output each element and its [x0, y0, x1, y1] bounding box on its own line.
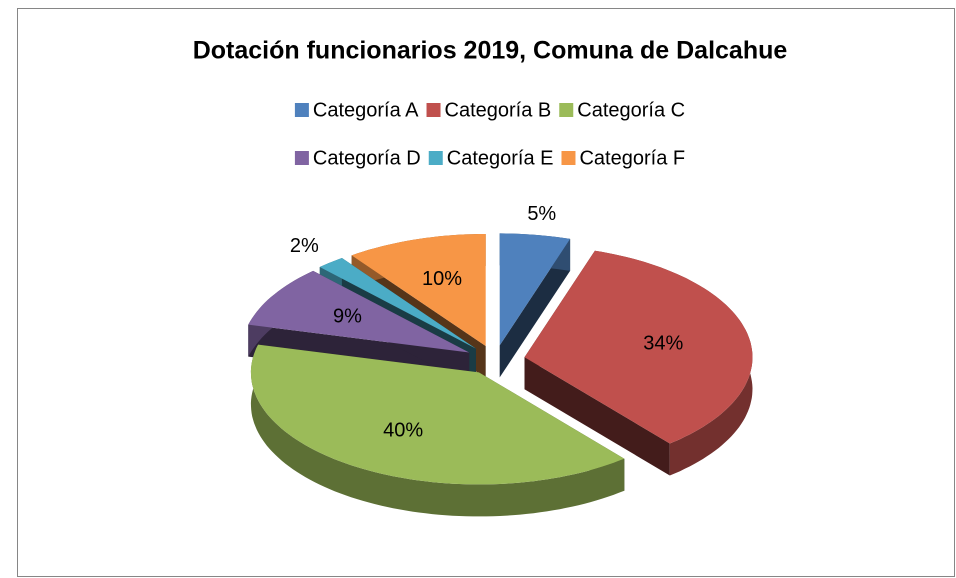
legend-label: Categoría B [445, 99, 552, 121]
legend-item: Categoría E [428, 147, 554, 169]
slice-top [319, 258, 476, 349]
legend-item: Categoría F [561, 147, 685, 169]
slice-top [248, 270, 470, 353]
legend-swatch [426, 103, 441, 117]
legend-swatch [294, 103, 309, 117]
legend-label: Categoría A [313, 99, 419, 121]
legend-label: Categoría C [577, 99, 685, 121]
legend-swatch [561, 151, 576, 165]
legend-item: Categoría A [294, 99, 419, 121]
legend-label: Categoría F [579, 147, 685, 169]
pie-slice [499, 233, 571, 378]
legend-item: Categoría C [559, 99, 685, 121]
data-label: 40% [383, 419, 423, 441]
pie-slice [524, 250, 753, 476]
pie: 5% 34% 40% 9% 2% 10% [248, 203, 753, 517]
legend-label: Categoría E [447, 147, 554, 169]
legend-swatch [428, 151, 443, 165]
slice-wall [524, 357, 670, 476]
data-label: 34% [643, 333, 683, 355]
slice-rim [250, 344, 625, 517]
slice-top [351, 234, 486, 346]
legend-swatch [294, 151, 309, 165]
data-label: 5% [527, 203, 556, 225]
data-label: 2% [290, 235, 319, 257]
legend-item: Categoría B [426, 99, 552, 121]
legend-label: Categoría D [313, 147, 421, 169]
pie-slice [250, 344, 625, 517]
legend-swatch [559, 103, 574, 117]
data-label: 10% [422, 268, 462, 290]
chart-title: Dotación funcionarios 2019, Comuna de Da… [193, 37, 788, 65]
legend-item: Categoría D [294, 147, 421, 169]
legend: Categoría A Categoría B Categoría C Categor… [294, 99, 685, 169]
slice-top [499, 233, 571, 346]
slice-top [250, 344, 625, 485]
slice-wall [499, 238, 571, 378]
slice-top [524, 250, 753, 444]
data-label: 9% [333, 305, 362, 327]
